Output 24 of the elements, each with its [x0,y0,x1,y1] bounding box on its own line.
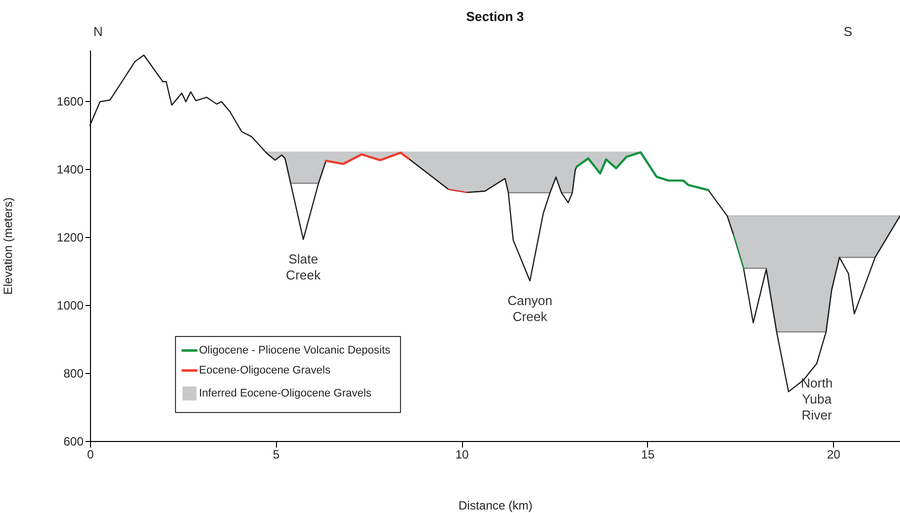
y-tick-label: 600 [63,434,84,448]
legend-label: Inferred Eocene-Oligocene Gravels [199,388,372,400]
x-axis-title: Distance (km) [458,498,533,512]
line-series [324,152,410,165]
annotation: North Yuba River [800,375,833,422]
x-tick-label: 20 [826,448,841,462]
text: N [93,24,103,39]
legend-label: Eocene-Oligocene Gravels [199,364,331,376]
chart-title: Section 3 [466,9,524,24]
annotation: Canyon Creek [508,292,552,324]
y-axis-title: Elevation (meters) [0,197,15,295]
x-tick-label: 5 [272,448,280,462]
y-tick-label: 1600 [56,94,84,108]
annotation: Slate Creek [286,251,322,282]
x-tick-label: 10 [455,448,470,462]
y-tick-label: 1000 [56,298,84,312]
y-tick-label: 1400 [56,162,84,176]
line-series [576,151,710,192]
y-tick-label: 1200 [56,230,84,244]
legend-label: Oligocene - Pliocene Volcanic Deposits [199,344,391,356]
text: S [844,24,853,39]
x-tick-label: 15 [641,448,655,462]
x-tick-label: 0 [87,448,94,462]
y-tick-label: 800 [63,366,84,380]
